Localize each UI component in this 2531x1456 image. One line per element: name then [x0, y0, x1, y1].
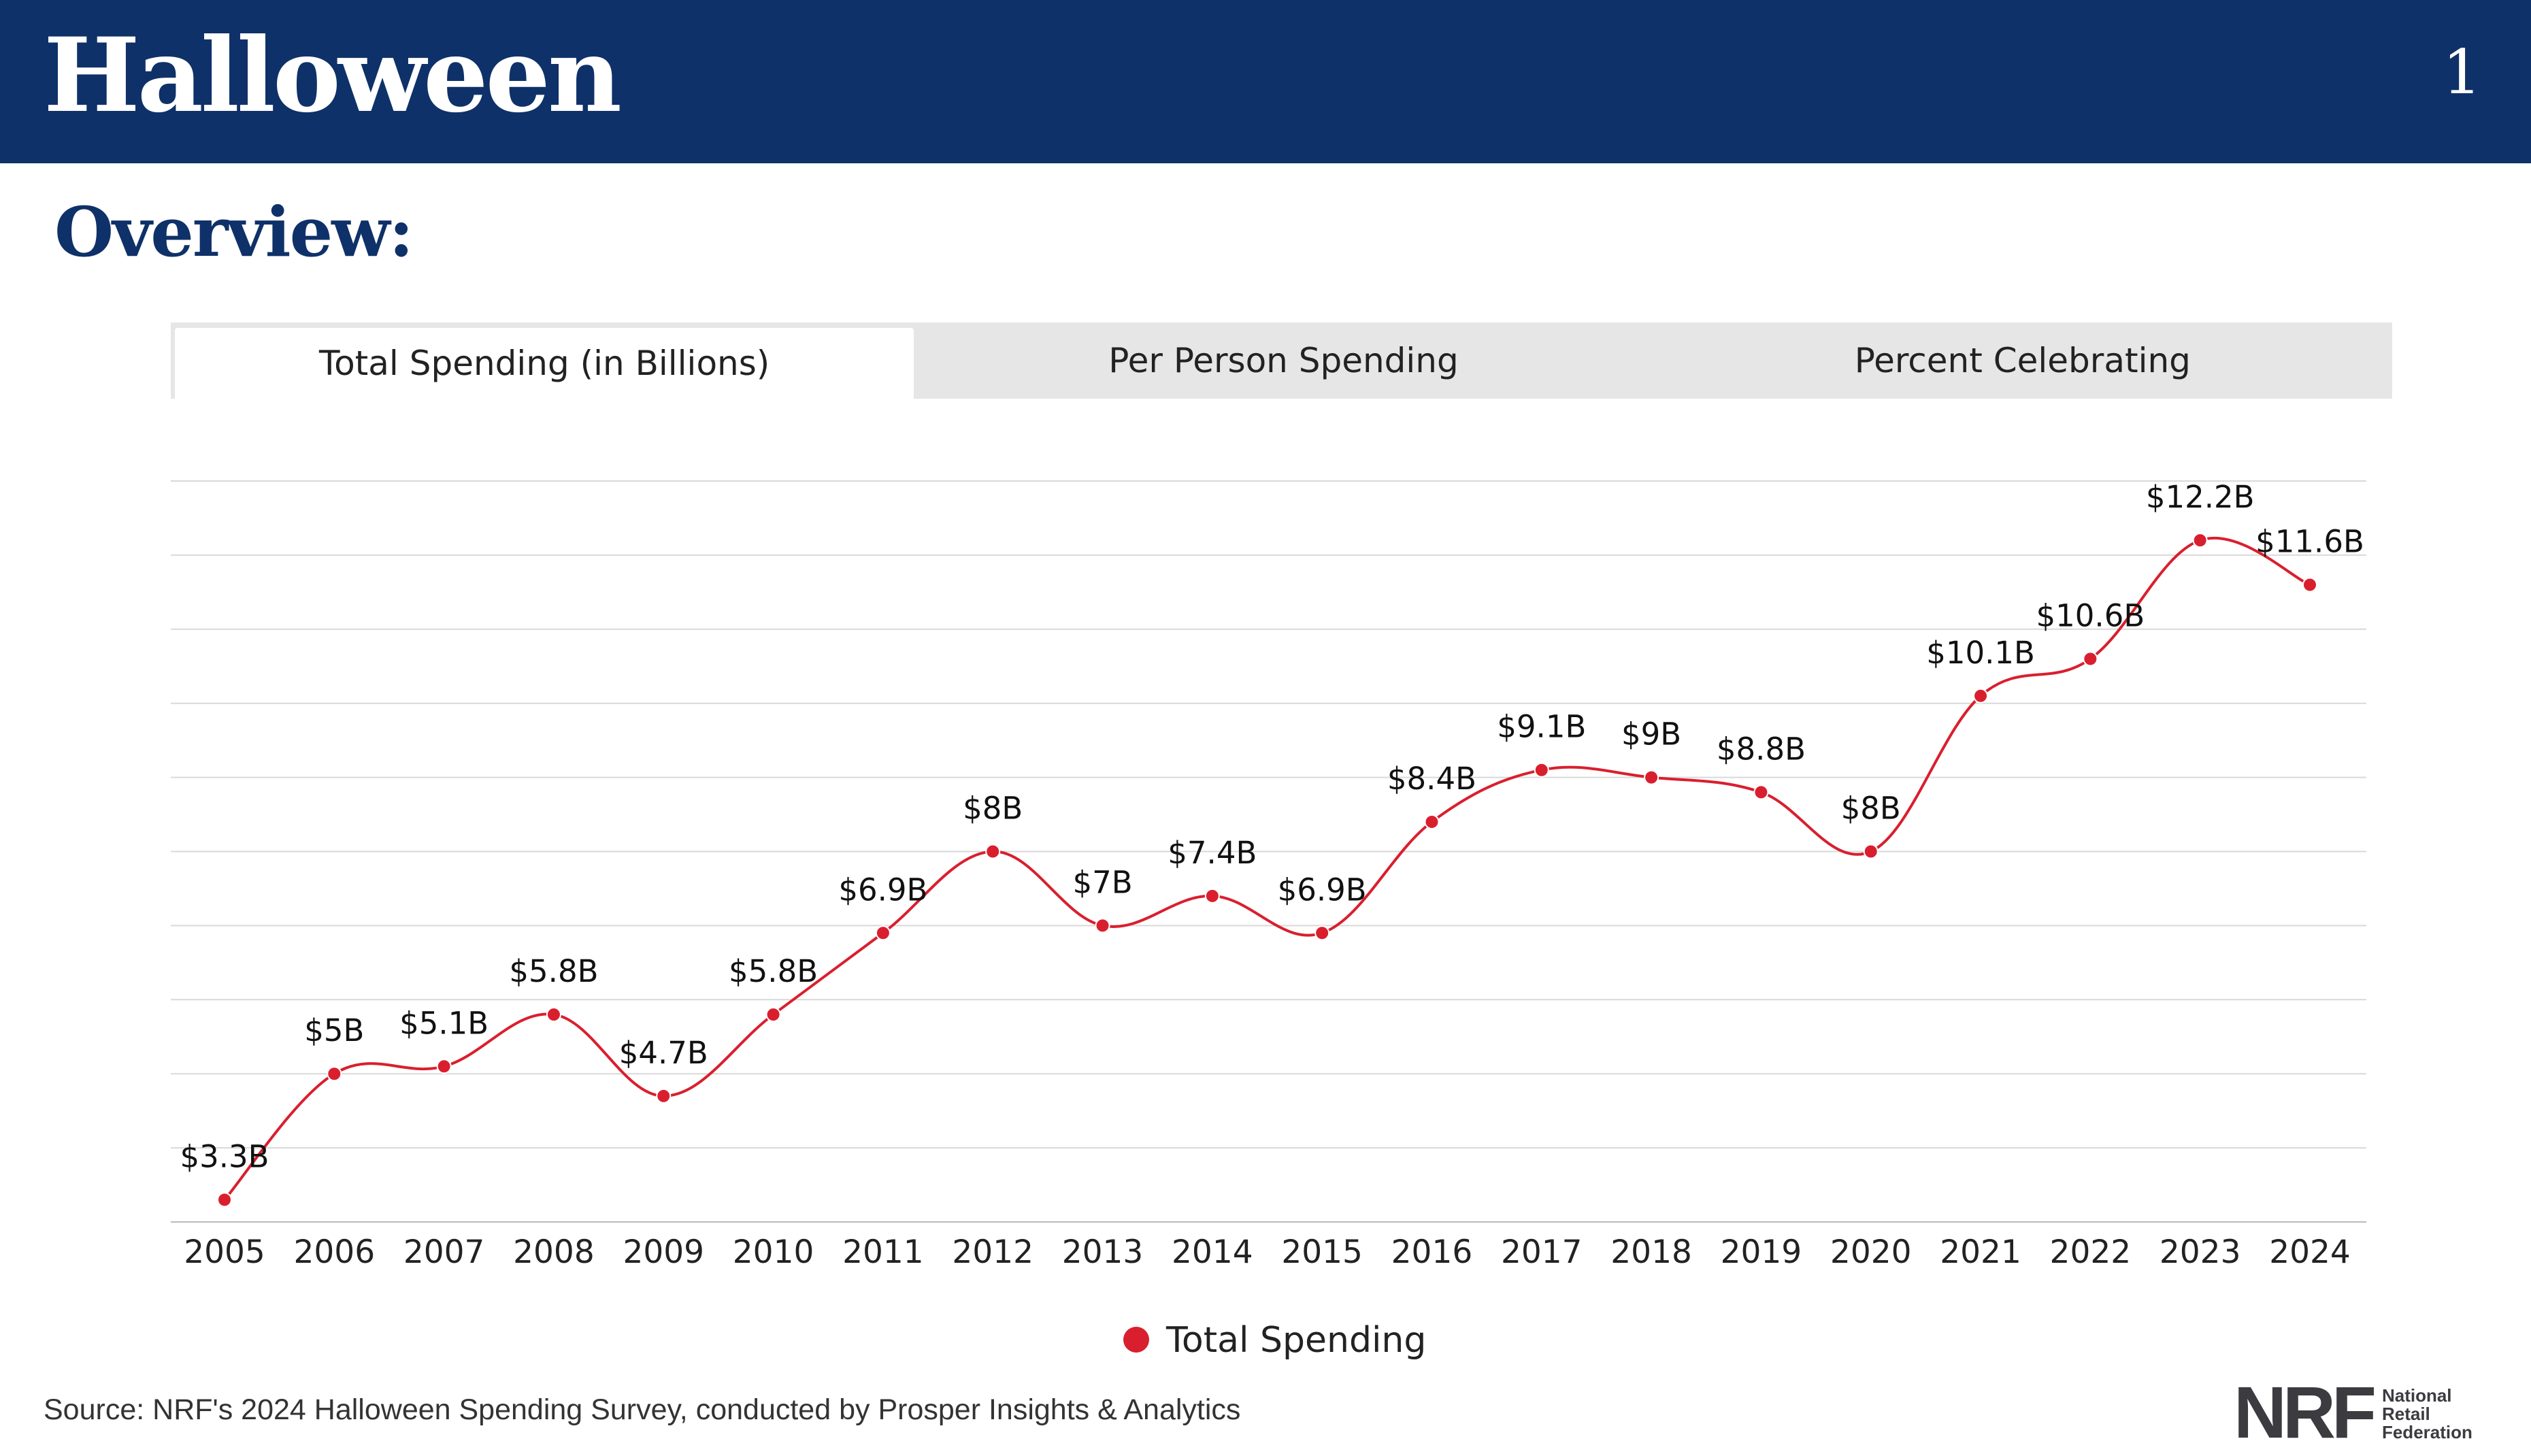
x-tick-label: 2019	[1721, 1234, 1802, 1271]
data-point[interactable]	[546, 1007, 561, 1023]
data-point[interactable]	[765, 1007, 781, 1023]
data-label: $8B	[963, 791, 1023, 827]
page-title: Halloween	[44, 16, 622, 135]
data-point[interactable]	[985, 844, 1001, 859]
x-tick-label: 2013	[1062, 1234, 1144, 1271]
data-label: $4.7B	[619, 1035, 708, 1071]
source-note: Source: NRF's 2024 Halloween Spending Su…	[44, 1393, 1241, 1426]
x-tick-label: 2020	[1830, 1234, 1912, 1271]
x-tick-label: 2011	[842, 1234, 924, 1271]
data-point[interactable]	[2192, 533, 2208, 548]
x-tick-label: 2022	[2050, 1234, 2132, 1271]
data-label: $10.6B	[2036, 597, 2145, 633]
data-label: $8.4B	[1387, 761, 1476, 797]
data-label: $5.8B	[509, 953, 598, 989]
data-point[interactable]	[1644, 770, 1659, 785]
x-tick-label: 2024	[2269, 1234, 2351, 1271]
logo-line: National	[2381, 1385, 2452, 1406]
section-title: Overview:	[54, 192, 414, 272]
tab-per-person-spending[interactable]: Per Person Spending	[1108, 341, 1459, 380]
x-tick-label: 2014	[1172, 1234, 1253, 1271]
data-point[interactable]	[217, 1192, 232, 1208]
data-label: $8.8B	[1717, 731, 1806, 767]
nrf-logo: NRF National Retail Federation	[2234, 1371, 2472, 1453]
data-point[interactable]	[1534, 762, 1549, 778]
data-label: $7.4B	[1168, 835, 1257, 871]
x-tick-label: 2021	[1940, 1234, 2021, 1271]
data-point[interactable]	[656, 1088, 672, 1104]
data-point[interactable]	[436, 1059, 452, 1074]
logo-mark: NRF	[2234, 1371, 2377, 1453]
series-line-total-spending	[223, 536, 2311, 1201]
data-point[interactable]	[1973, 688, 1989, 704]
data-label: $9B	[1621, 716, 1681, 752]
data-point[interactable]	[2302, 577, 2317, 593]
x-tick-label: 2015	[1281, 1234, 1363, 1271]
x-tick-label: 2023	[2160, 1234, 2241, 1271]
x-tick-label: 2007	[403, 1234, 485, 1271]
tab-percent-celebrating[interactable]: Percent Celebrating	[1854, 341, 2191, 380]
data-label: $7B	[1072, 864, 1132, 900]
x-tick-label: 2012	[952, 1234, 1033, 1271]
x-tick-label: 2016	[1391, 1234, 1473, 1271]
legend[interactable]: Total Spending	[1123, 1320, 1426, 1361]
data-label: $5.1B	[399, 1005, 489, 1041]
logo-line: Retail	[2381, 1403, 2430, 1424]
tab-total-spending[interactable]: Total Spending (in Billions)	[175, 328, 914, 399]
x-tick-label: 2017	[1501, 1234, 1583, 1271]
data-point[interactable]	[1095, 918, 1110, 933]
x-tick-label: 2008	[513, 1234, 595, 1271]
data-point[interactable]	[875, 925, 891, 941]
x-tick-label: 2009	[623, 1234, 704, 1271]
data-point[interactable]	[1424, 814, 1440, 829]
data-point[interactable]	[327, 1066, 342, 1082]
chart-tabs: Total Spending (in Billions) Per Person …	[171, 322, 2392, 399]
data-point[interactable]	[1863, 844, 1879, 859]
data-point[interactable]	[1204, 888, 1220, 904]
data-label: $10.1B	[1926, 635, 2035, 671]
legend-marker	[1123, 1327, 1149, 1353]
data-label: $8B	[1841, 791, 1901, 827]
data-point[interactable]	[2083, 651, 2098, 667]
data-label: $5.8B	[729, 953, 818, 989]
x-tick-label: 2018	[1610, 1234, 1692, 1271]
page-number: 1	[2443, 37, 2482, 108]
x-tick-label: 2010	[733, 1234, 814, 1271]
x-tick-label: 2006	[294, 1234, 376, 1271]
legend-label: Total Spending	[1165, 1320, 1426, 1361]
data-point[interactable]	[1314, 925, 1330, 941]
data-label: $3.3B	[180, 1138, 269, 1174]
data-label: $6.9B	[1278, 872, 1367, 908]
data-label: $5B	[304, 1012, 364, 1048]
data-label: $11.6B	[2255, 523, 2364, 559]
data-point[interactable]	[1753, 784, 1769, 800]
header-bar: Halloween 1	[0, 0, 2531, 163]
data-label: $12.2B	[2146, 479, 2255, 515]
logo-line: Federation	[2381, 1422, 2472, 1443]
x-tick-label: 2005	[184, 1234, 265, 1271]
data-label: $9.1B	[1497, 709, 1586, 745]
data-label: $6.9B	[838, 872, 927, 908]
